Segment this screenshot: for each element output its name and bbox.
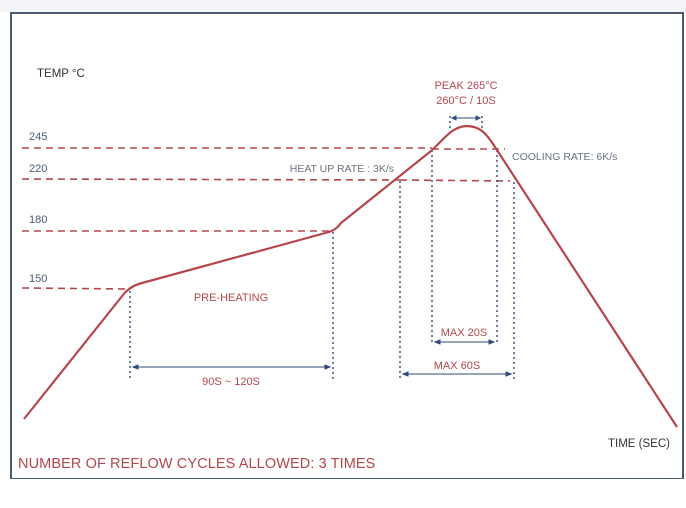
y-tick-label: 220	[29, 163, 47, 175]
chart-panel	[10, 12, 684, 479]
top-band	[0, 0, 686, 12]
y-tick-label: 245	[29, 131, 47, 143]
peak-label: PEAK 265°C	[434, 80, 497, 92]
heat-up-rate-label: HEAT UP RATE : 3K/s	[290, 163, 394, 175]
max-60s-label: MAX 60S	[434, 360, 480, 372]
y-tick-label: 180	[29, 214, 47, 226]
preheat-duration-arrow	[131, 364, 332, 370]
peak-hold-label: 260°C / 10S	[436, 95, 495, 107]
pre-heating-label: PRE-HEATING	[194, 292, 268, 304]
peak-window-arrow	[450, 115, 482, 121]
y-axis-label: TEMP °C	[37, 68, 85, 80]
max20s-arrow	[433, 339, 496, 345]
y-tick-label: 150	[29, 273, 47, 285]
reflow-cycles-note: NUMBER OF REFLOW CYCLES ALLOWED: 3 TIMES	[18, 456, 376, 472]
ref-line-220	[21, 178, 401, 181]
max-20s-label: MAX 20S	[441, 327, 487, 339]
cooling-rate-label: COOLING RATE: 6K/s	[512, 151, 617, 163]
ref-line-150	[21, 287, 131, 290]
ref-line-220-right	[399, 179, 511, 182]
preheat-duration-label: 90S ~ 120S	[202, 376, 260, 388]
x-axis-label: TIME (SEC)	[608, 438, 670, 450]
max60s-arrow	[401, 371, 513, 377]
temperature-profile-curve	[23, 124, 678, 428]
